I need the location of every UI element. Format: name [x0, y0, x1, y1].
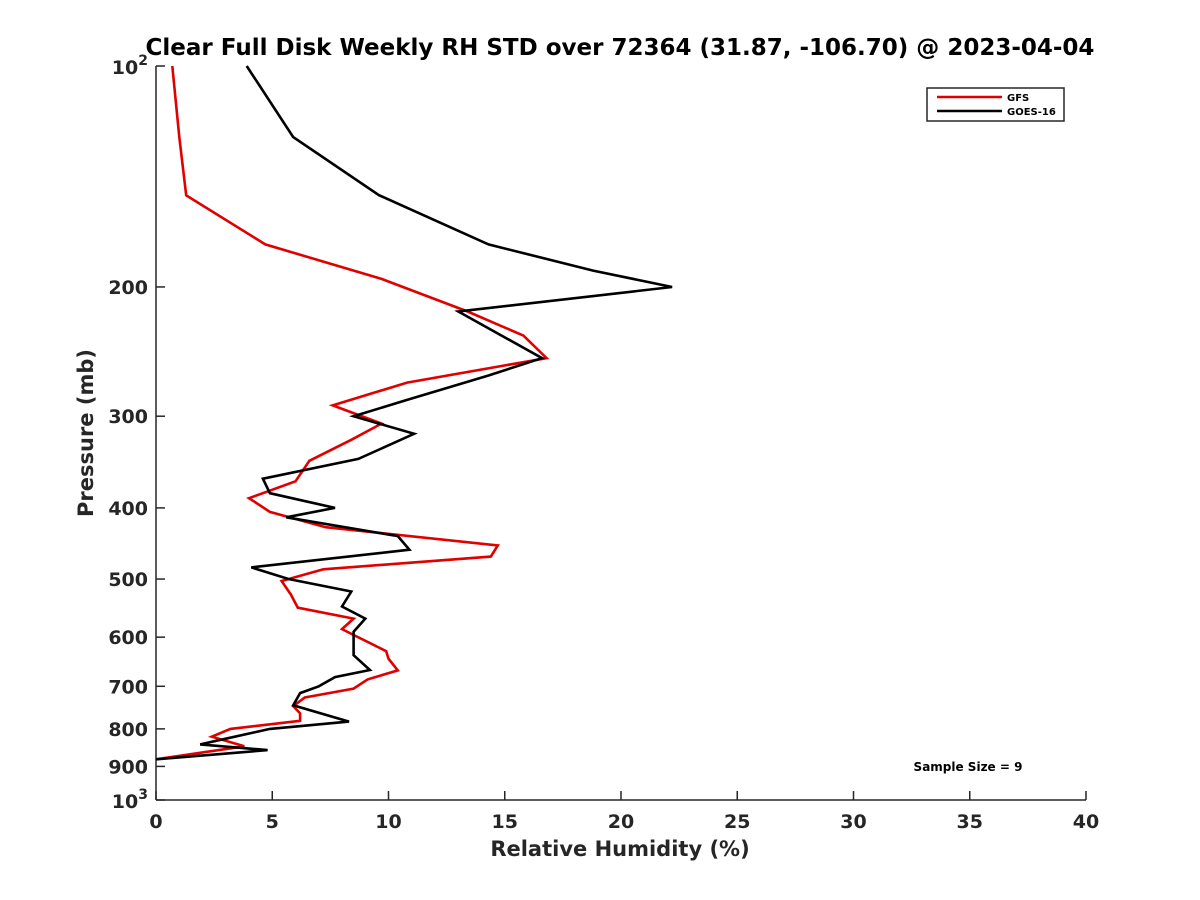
series-line-goes-16: [155, 65, 673, 761]
x-tick-label: 5: [266, 811, 279, 833]
legend-label: GFS: [1007, 93, 1029, 104]
x-tick-label: 20: [608, 811, 634, 833]
x-ticks: 0 5 10 15 20 25 30 35 40: [149, 791, 1099, 833]
x-tick-label: 25: [724, 811, 750, 833]
series-line-gfs: [155, 65, 550, 761]
y-tick-label: 103: [112, 787, 148, 813]
x-axis-label: Relative Humidity (%): [490, 837, 749, 861]
y-tick-label: 500: [108, 569, 148, 591]
y-tick-label: 102: [112, 53, 148, 79]
annotations: Sample Size = 9: [914, 760, 1023, 774]
x-tick-label: 15: [492, 811, 518, 833]
y-tick-label: 200: [108, 277, 148, 299]
chart-title: Clear Full Disk Weekly RH STD over 72364…: [146, 35, 1095, 61]
y-tick-label: 700: [108, 676, 148, 698]
sample-size-annotation: Sample Size = 9: [914, 760, 1023, 774]
y-tick-label: 300: [108, 406, 148, 428]
x-tick-label: 10: [375, 811, 401, 833]
x-tick-label: 35: [957, 811, 983, 833]
legend: GFS GOES-16: [926, 87, 1065, 122]
y-tick-label: 800: [108, 719, 148, 741]
x-tick-label: 0: [149, 811, 162, 833]
y-ticks: 102 200 300 400 500 600 700 800 900 103: [108, 53, 165, 813]
y-axis-label: Pressure (mb): [74, 349, 98, 517]
x-tick-label: 30: [840, 811, 866, 833]
legend-box: [926, 87, 1065, 122]
y-tick-label: 900: [108, 756, 148, 778]
y-tick-label: 600: [108, 627, 148, 649]
x-tick-label: 40: [1073, 811, 1099, 833]
y-tick-label: 400: [108, 498, 148, 520]
legend-label: GOES-16: [1007, 107, 1056, 118]
series-layer: [155, 65, 673, 761]
